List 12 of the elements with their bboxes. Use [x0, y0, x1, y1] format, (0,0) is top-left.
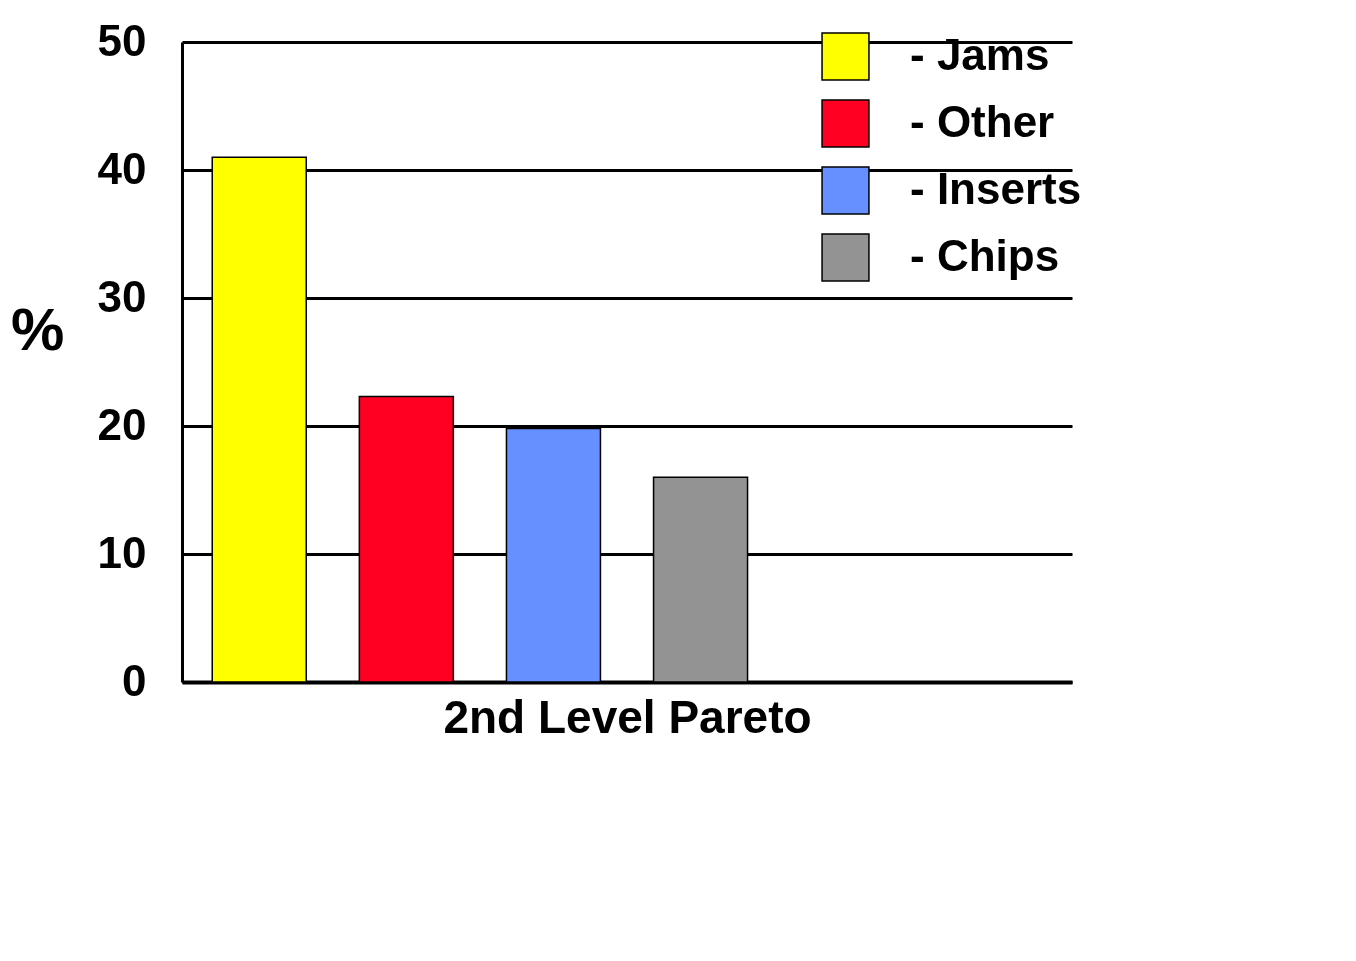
- y-axis-title: %: [10, 295, 65, 363]
- y-tick-label: 50: [97, 15, 147, 65]
- y-tick-label: 10: [97, 527, 147, 577]
- y-tick-label: 0: [122, 655, 147, 705]
- legend-label: - Other: [910, 96, 1055, 146]
- legend-label: - Jams: [910, 29, 1050, 79]
- y-tick-label: 40: [97, 143, 147, 193]
- y-tick-label: 20: [97, 399, 147, 449]
- legend-label: - Chips: [910, 230, 1060, 280]
- legend-label: - Inserts: [910, 163, 1082, 213]
- x-axis-title: 2nd Level Pareto: [443, 690, 812, 743]
- y-tick-label: 30: [97, 271, 147, 321]
